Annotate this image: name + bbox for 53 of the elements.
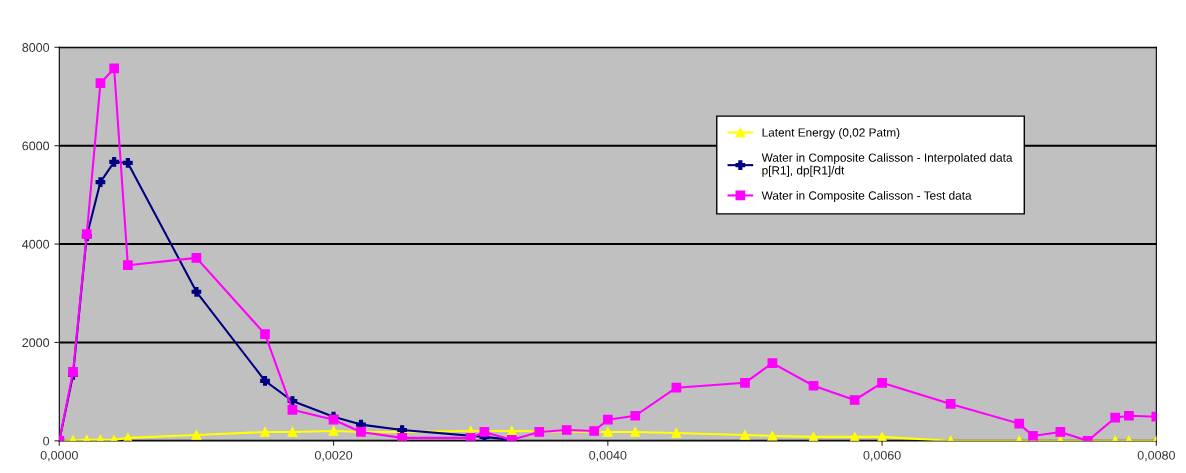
- point: [287, 427, 298, 437]
- point: [671, 428, 682, 438]
- point: [602, 414, 613, 425]
- point: [465, 433, 476, 441]
- y-tick-label: 2000: [22, 338, 50, 348]
- point: [671, 382, 682, 393]
- point: [328, 426, 339, 436]
- point: [191, 252, 202, 263]
- point: [767, 431, 778, 441]
- point: [123, 260, 133, 271]
- point: [561, 425, 572, 435]
- point: [808, 380, 819, 391]
- x-tick-label: 0,0020: [314, 450, 353, 462]
- point: [740, 377, 750, 388]
- legend-label: Water in Composite Calisson - Test data: [761, 191, 972, 203]
- point: [1124, 410, 1134, 421]
- point: [287, 404, 298, 415]
- x-tick-label: 0,0080: [1137, 450, 1175, 462]
- point: [1014, 418, 1025, 429]
- point: [260, 427, 270, 437]
- x-tick-label: 0,0000: [40, 450, 78, 462]
- point: [95, 78, 106, 89]
- point: [191, 286, 202, 297]
- point: [740, 430, 750, 440]
- y-tick-label: 0: [43, 436, 50, 446]
- point: [534, 427, 545, 437]
- point: [95, 177, 106, 187]
- point: [109, 157, 120, 167]
- point: [123, 158, 133, 168]
- legend-label: Water in Composite Calisson - Interpolated data p[R1], dp[R1]/dt: [761, 153, 1013, 177]
- point: [1028, 431, 1038, 441]
- point: [849, 395, 860, 405]
- point: [602, 427, 613, 437]
- point: [630, 410, 641, 421]
- point: [630, 427, 641, 437]
- x-tick-label: 0,0040: [589, 450, 627, 462]
- point: [397, 433, 407, 441]
- y-tick-label: 8000: [22, 43, 50, 52]
- point: [260, 375, 270, 386]
- x-tick-label: 0,0060: [863, 450, 901, 462]
- point: [109, 63, 120, 74]
- point: [767, 358, 778, 368]
- point: [479, 427, 490, 437]
- point: [877, 377, 887, 388]
- legend-label: Latent Energy (0,02 Patm): [762, 127, 900, 139]
- point: [589, 426, 599, 436]
- point: [1055, 427, 1066, 437]
- y-tick-label: 6000: [22, 141, 50, 151]
- point: [260, 329, 270, 339]
- point: [191, 430, 202, 440]
- y-tick-label: 4000: [22, 239, 50, 249]
- point: [945, 399, 956, 409]
- point: [1110, 412, 1121, 423]
